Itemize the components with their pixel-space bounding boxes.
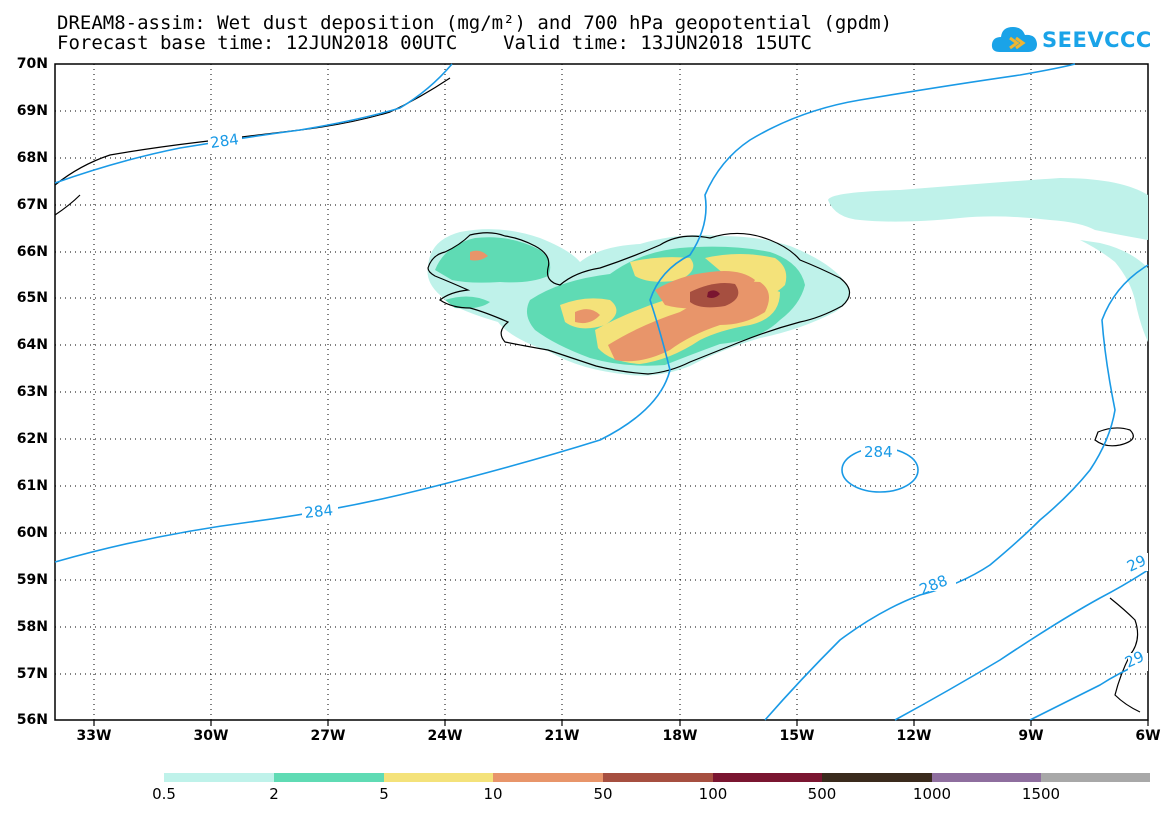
colorbar-label: 0.5 [152, 785, 176, 803]
dust-deposition-iceland [427, 229, 850, 376]
lon-label: 21W [544, 728, 580, 744]
colorbar-segment [713, 773, 822, 782]
colorbar-segment [822, 773, 932, 782]
lat-label: 66N [16, 244, 48, 260]
dust-band-east [828, 178, 1148, 240]
colorbar [164, 773, 1150, 782]
map-title-line-1: DREAM8-assim: Wet dust deposition (mg/m²… [57, 12, 893, 34]
lat-label: 59N [16, 572, 48, 588]
lon-label: 24W [427, 728, 463, 744]
lon-label: 15W [779, 728, 815, 744]
colorbar-label: 1000 [912, 785, 952, 803]
colorbar-label: 5 [379, 785, 389, 803]
colorbar-label: 500 [807, 785, 837, 803]
contour-label: 284 [864, 443, 893, 461]
lat-label: 62N [16, 431, 48, 447]
colorbar-segment [384, 773, 493, 782]
lon-label: 33W [76, 728, 112, 744]
lat-label: 61N [16, 478, 48, 494]
lat-label: 68N [16, 150, 48, 166]
lat-label: 69N [16, 103, 48, 119]
colorbar-label: 1500 [1021, 785, 1061, 803]
colorbar-label: 10 [483, 785, 503, 803]
lat-label: 64N [16, 337, 48, 353]
lat-label: 60N [16, 525, 48, 541]
lon-label: 27W [310, 728, 346, 744]
lon-label: 30W [193, 728, 229, 744]
lat-label: 56N [16, 712, 48, 728]
geopotential-contours [54, 63, 1149, 721]
colorbar-segment [493, 773, 603, 782]
colorbar-label: 100 [698, 785, 728, 803]
lat-label: 63N [16, 384, 48, 400]
lat-label: 58N [16, 619, 48, 635]
contour-label: 284 [209, 130, 240, 152]
colorbar-label: 50 [593, 785, 613, 803]
contour-label: 284 [304, 501, 334, 522]
dust-band-east-tail [1080, 240, 1148, 342]
graticule [55, 64, 1148, 720]
contour-label-backgrounds [208, 134, 1148, 671]
map-frame [54, 63, 1149, 721]
axis-ticks [93, 720, 1149, 726]
lon-label: 12W [896, 728, 932, 744]
lat-label: 70N [16, 56, 48, 72]
colorbar-segment [932, 773, 1041, 782]
logo-text: SEEVCCC [1042, 28, 1152, 52]
lat-label: 67N [16, 197, 48, 213]
coastlines [54, 77, 1141, 713]
lon-label: 18W [662, 728, 698, 744]
seevccc-logo: SEEVCCC [990, 22, 1151, 56]
colorbar-label: 2 [269, 785, 279, 803]
colorbar-segment [1041, 773, 1150, 782]
colorbar-segment [274, 773, 384, 782]
cloud-icon [991, 27, 1037, 52]
colorbar-segment [603, 773, 713, 782]
colorbar-segment [164, 773, 274, 782]
map-title-line-2: Forecast base time: 12JUN2018 00UTC Vali… [57, 32, 812, 54]
lat-label: 57N [16, 666, 48, 682]
lat-label: 65N [16, 290, 48, 306]
lon-label: 6W [1135, 728, 1161, 744]
lon-label: 9W [1018, 728, 1044, 744]
